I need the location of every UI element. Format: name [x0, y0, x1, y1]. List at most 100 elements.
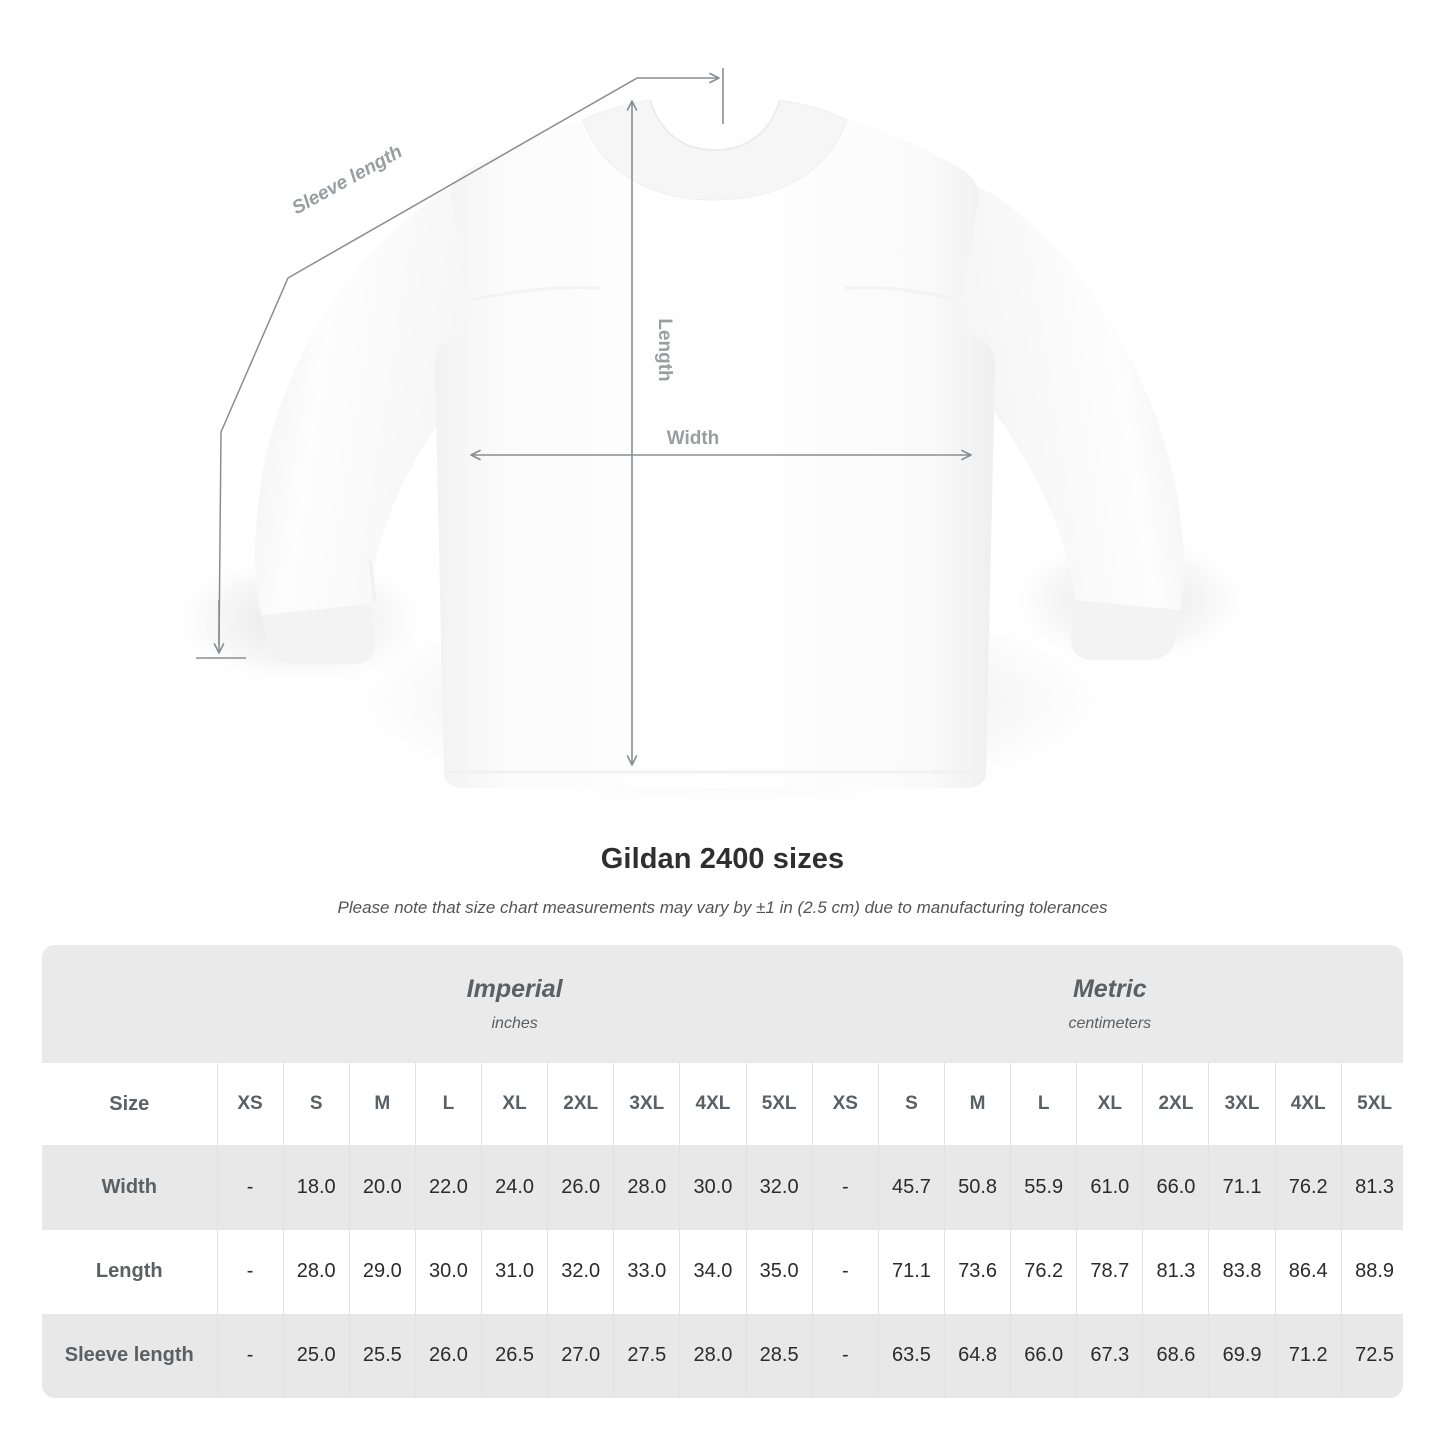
- unit-band-spacer: [42, 945, 217, 1064]
- fold-right: [844, 286, 961, 302]
- right-sleeve: [938, 185, 1185, 660]
- cell-imperial-5xl: 35.0: [745, 1229, 813, 1314]
- page-title: Gildan 2400 sizes: [600, 843, 845, 875]
- size-chart-table: Imperial inches Metric centimeters Size …: [42, 945, 1403, 1398]
- table-row: Sleeve length -25.0 25.5 26.0 26.5 27.0 27.5 28…: [42, 1313, 1403, 1398]
- neck-inner-edge: [649, 99, 781, 152]
- cell-imperial-4xl: 30.0: [679, 1145, 746, 1230]
- size-header-cell-l: L: [414, 1063, 482, 1146]
- cell-metric-5xl: 72.5: [1340, 1313, 1403, 1398]
- cell-metric-xl: 78.7: [1076, 1229, 1143, 1314]
- right-cuff: [1070, 600, 1180, 660]
- size-header-cell-2xl: 2XL: [1142, 1063, 1209, 1146]
- cell-metric-3xl: 69.9: [1208, 1313, 1276, 1398]
- cell-metric-m: 73.6: [943, 1229, 1011, 1314]
- cell-imperial-5xl: 28.5: [745, 1313, 813, 1398]
- cell-metric-4xl: 86.4: [1274, 1229, 1342, 1314]
- cell-metric-s: 71.1: [877, 1229, 945, 1314]
- cell-metric-3xl: 83.8: [1208, 1229, 1276, 1314]
- size-header-cell-5xl: 5XL: [1340, 1063, 1403, 1146]
- unit-group-metric: Metric centimeters: [812, 945, 1403, 1064]
- table-row: Width -18.0 20.0 22.0 24.0 26.0 28.0 30.0 32.0-4…: [42, 1145, 1403, 1230]
- cell-metric-l: 55.9: [1010, 1145, 1077, 1230]
- size-header-cell-3xl: 3XL: [1208, 1063, 1276, 1146]
- cell-metric-5xl: 81.3: [1340, 1145, 1403, 1230]
- cell-imperial-3xl: 27.5: [613, 1313, 680, 1398]
- cell-imperial-xl: 26.5: [480, 1313, 548, 1398]
- size-header-cell-m: M: [348, 1063, 416, 1146]
- unit-band-row: Imperial inches Metric centimeters: [42, 945, 1403, 1064]
- cell-metric-m: 50.8: [943, 1145, 1011, 1230]
- cell-imperial-3xl: 28.0: [613, 1145, 680, 1230]
- size-header-cell-3xl: 3XL: [613, 1063, 680, 1146]
- width-label: Width: [667, 428, 720, 449]
- cell-metric-s: 45.7: [877, 1145, 945, 1230]
- cell-metric-4xl: 71.2: [1274, 1313, 1342, 1398]
- cell-imperial-l: 26.0: [414, 1313, 482, 1398]
- cell-metric-xl: 61.0: [1076, 1145, 1143, 1230]
- size-header-cell-4xl: 4XL: [679, 1063, 746, 1146]
- garment-diagram: Sleeve length Length Width: [160, 68, 1260, 820]
- tolerance-note: Please note that size chart measurements…: [337, 898, 1108, 917]
- size-header-cell-s: S: [877, 1063, 945, 1146]
- cell-imperial-2xl: 27.0: [547, 1313, 614, 1398]
- cell-imperial-m: 25.5: [348, 1313, 416, 1398]
- unit-group-imperial-name: Imperial: [466, 974, 563, 1003]
- cell-metric-2xl: 66.0: [1142, 1145, 1209, 1230]
- sleeve-length-label: Sleeve length: [289, 141, 406, 219]
- row-label: Length: [42, 1229, 217, 1314]
- shirt-illustration-svg: Sleeve length Length Width: [160, 68, 1260, 820]
- cell-metric-4xl: 76.2: [1274, 1145, 1342, 1230]
- cell-imperial-4xl: 34.0: [679, 1229, 746, 1314]
- caption-block: Gildan 2400 sizes Please note that size …: [0, 840, 1445, 920]
- cell-imperial-s: 28.0: [282, 1229, 350, 1314]
- cell-imperial-2xl: 32.0: [547, 1229, 614, 1314]
- size-header-row: Size XS S M L XL 2XL 3XL 4XL 5XL XS S M L XL 2XL 3XL 4XL…: [42, 1063, 1403, 1146]
- cell-imperial-4xl: 28.0: [679, 1313, 746, 1398]
- size-header-cell-xs: XS: [811, 1063, 879, 1146]
- row-label: Width: [42, 1145, 217, 1230]
- cell-imperial-3xl: 33.0: [613, 1229, 680, 1314]
- cell-metric-5xl: 88.9: [1340, 1229, 1403, 1314]
- size-header-cell-s: S: [282, 1063, 350, 1146]
- cell-imperial-l: 30.0: [414, 1229, 482, 1314]
- left-cuff: [262, 604, 376, 664]
- cell-imperial-s: 18.0: [282, 1145, 350, 1230]
- cell-metric-2xl: 68.6: [1142, 1313, 1209, 1398]
- size-header-cell-xs: XS: [216, 1063, 284, 1146]
- cell-metric-xs: -: [811, 1313, 879, 1398]
- cell-metric-xs: -: [811, 1229, 879, 1314]
- left-sleeve: [254, 185, 500, 664]
- fold-left: [469, 286, 601, 302]
- cell-imperial-xs: -: [216, 1145, 284, 1230]
- cell-imperial-5xl: 32.0: [745, 1145, 813, 1230]
- cell-metric-2xl: 81.3: [1142, 1229, 1209, 1314]
- cell-metric-l: 66.0: [1010, 1313, 1077, 1398]
- size-header-cell-xl: XL: [1076, 1063, 1143, 1146]
- cell-imperial-m: 29.0: [348, 1229, 416, 1314]
- sleeve-length-guide: [196, 68, 724, 659]
- cell-metric-m: 64.8: [943, 1313, 1011, 1398]
- size-header-cell-5xl: 5XL: [745, 1063, 813, 1146]
- unit-group-imperial: Imperial inches: [217, 945, 813, 1064]
- cell-imperial-l: 22.0: [414, 1145, 482, 1230]
- sleeve-length-path: [218, 77, 638, 646]
- size-header-cell-xl: XL: [480, 1063, 548, 1146]
- cell-metric-l: 76.2: [1010, 1229, 1077, 1314]
- shirt-body: [434, 120, 996, 788]
- cell-imperial-2xl: 26.0: [547, 1145, 614, 1230]
- cell-imperial-xl: 31.0: [480, 1229, 548, 1314]
- row-label: Sleeve length: [42, 1313, 217, 1398]
- cell-imperial-xs: -: [216, 1229, 284, 1314]
- size-header-cell-2xl: 2XL: [547, 1063, 614, 1146]
- cell-metric-xl: 67.3: [1076, 1313, 1143, 1398]
- fold-cuff-left: [368, 559, 377, 601]
- cell-imperial-m: 20.0: [348, 1145, 416, 1230]
- cell-metric-s: 63.5: [877, 1313, 945, 1398]
- unit-group-imperial-sub: inches: [491, 1014, 538, 1032]
- cell-imperial-xl: 24.0: [480, 1145, 548, 1230]
- cell-metric-3xl: 71.1: [1208, 1145, 1276, 1230]
- size-header-label: Size: [42, 1063, 217, 1146]
- unit-group-metric-name: Metric: [1072, 974, 1147, 1003]
- length-label: Length: [654, 318, 675, 381]
